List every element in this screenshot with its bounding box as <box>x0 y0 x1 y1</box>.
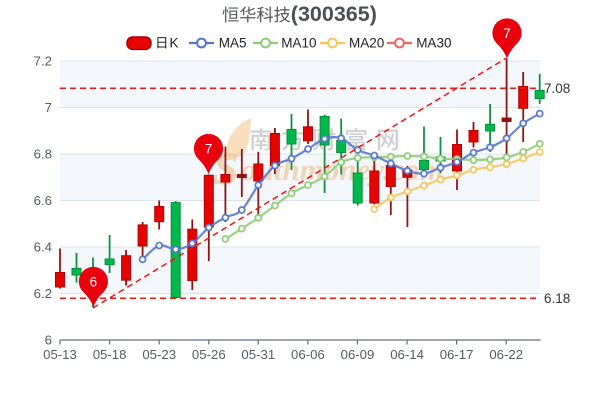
svg-text:MA10: MA10 <box>281 36 316 51</box>
svg-text:6: 6 <box>90 274 98 289</box>
svg-text:05-31: 05-31 <box>241 347 275 362</box>
svg-text:6.18: 6.18 <box>544 291 570 306</box>
svg-text:7: 7 <box>205 141 213 156</box>
svg-text:MA30: MA30 <box>416 36 451 51</box>
svg-text:05-18: 05-18 <box>93 347 127 362</box>
svg-text:6.8: 6.8 <box>34 147 52 162</box>
svg-text:7.2: 7.2 <box>34 54 52 69</box>
svg-text:6.6: 6.6 <box>34 193 52 208</box>
svg-text:7: 7 <box>45 100 52 115</box>
svg-text:06-22: 06-22 <box>489 347 523 362</box>
svg-text:7.08: 7.08 <box>544 81 570 96</box>
svg-text:05-26: 05-26 <box>192 347 226 362</box>
svg-text:MA5: MA5 <box>219 36 247 51</box>
svg-text:06-09: 06-09 <box>341 347 375 362</box>
svg-text:05-23: 05-23 <box>142 347 176 362</box>
svg-text:06-14: 06-14 <box>390 347 424 362</box>
svg-text:05-13: 05-13 <box>43 347 77 362</box>
svg-text:K: K <box>170 36 179 51</box>
svg-text:06-06: 06-06 <box>291 347 325 362</box>
svg-text:06-17: 06-17 <box>440 347 474 362</box>
svg-text:6: 6 <box>45 333 52 348</box>
svg-text:(300365): (300365) <box>291 2 377 26</box>
svg-text:6.4: 6.4 <box>34 240 52 255</box>
svg-text:7: 7 <box>503 26 511 41</box>
svg-text:6.2: 6.2 <box>34 286 52 301</box>
svg-text:MA20: MA20 <box>349 36 384 51</box>
